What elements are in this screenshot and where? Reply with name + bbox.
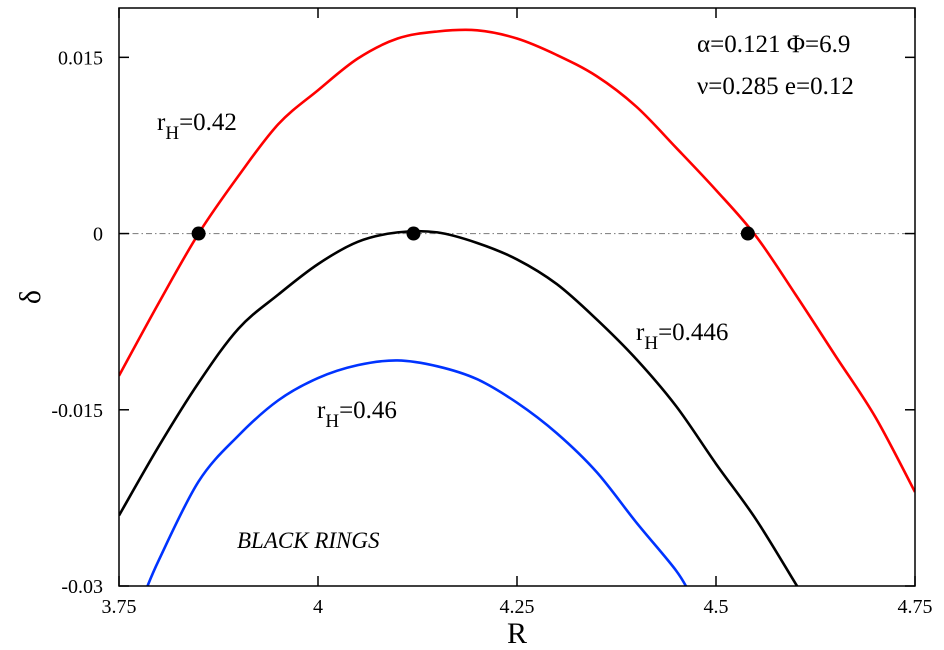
curve-label-sub: H bbox=[325, 411, 339, 432]
curve-label-value: =0.46 bbox=[339, 397, 397, 424]
curve-label-base: r bbox=[157, 109, 166, 136]
params-line-2: ν=0.285 e=0.12 bbox=[697, 73, 854, 100]
curve-label-rh-042: rH=0.42 bbox=[157, 109, 237, 144]
curve-label-base: r bbox=[317, 397, 326, 424]
tick-group: 3.75 4 4.25 4.5 4.75 0.015 0 -0.015 -0.03 bbox=[51, 8, 933, 618]
marker-point-2 bbox=[740, 226, 755, 241]
x-axis-title: R bbox=[507, 617, 527, 650]
x-tick-label: 4.25 bbox=[500, 596, 535, 618]
curve-label-base: r bbox=[636, 319, 645, 346]
marker-point-0 bbox=[191, 226, 206, 241]
series-line-1 bbox=[119, 229, 799, 586]
x-tick-label: 4.75 bbox=[898, 596, 933, 618]
marker-point-1 bbox=[406, 226, 421, 241]
series-line-0 bbox=[119, 28, 915, 493]
curve-label-value: =0.446 bbox=[658, 319, 728, 346]
y-tick-label: 0.015 bbox=[58, 47, 103, 69]
params-line-1: α=0.121 Φ=6.9 bbox=[697, 31, 850, 58]
x-tick-label: 3.75 bbox=[102, 596, 137, 618]
x-tick-label: 4.5 bbox=[704, 596, 729, 618]
curve-label-sub: H bbox=[165, 123, 179, 144]
curve-label-rh-0446: rH=0.446 bbox=[636, 319, 728, 354]
x-tick-label: 4 bbox=[313, 596, 323, 618]
y-axis-title: δ bbox=[14, 290, 47, 304]
y-tick-label: 0 bbox=[93, 224, 103, 246]
series-line-2 bbox=[146, 359, 688, 586]
black-rings-annotation: BLACK RINGS bbox=[237, 528, 380, 553]
y-tick-label: -0.03 bbox=[61, 576, 103, 598]
curve-label-sub: H bbox=[644, 333, 658, 354]
curve-label-value: =0.42 bbox=[179, 109, 237, 136]
curve-label-rh-046: rH=0.46 bbox=[317, 397, 397, 432]
y-tick-label: -0.015 bbox=[51, 400, 103, 422]
series-group bbox=[119, 28, 915, 586]
marker-group bbox=[191, 226, 755, 241]
